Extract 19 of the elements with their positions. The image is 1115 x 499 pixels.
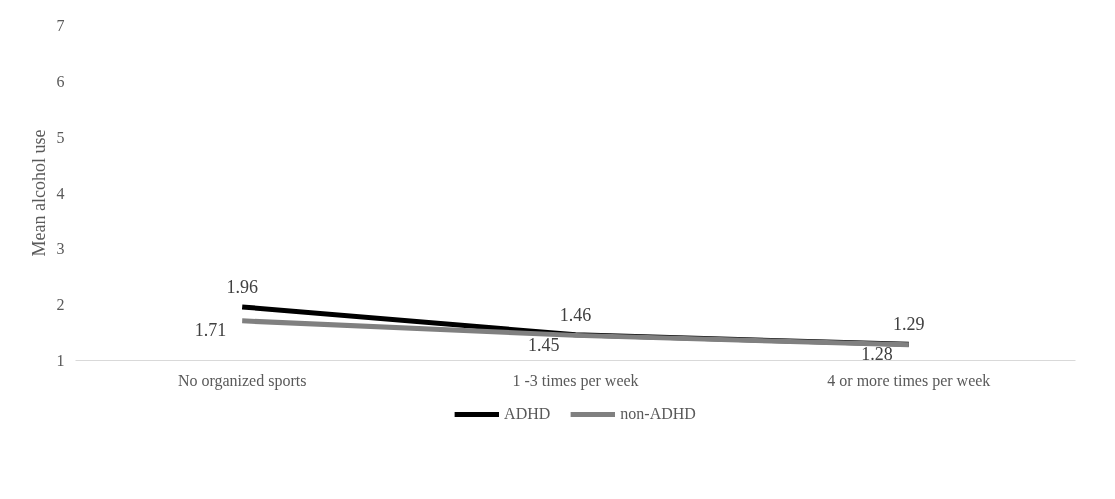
y-tick-label: 3 xyxy=(56,240,65,258)
y-tick-label: 2 xyxy=(56,296,65,314)
legend-label: non-ADHD xyxy=(620,404,696,423)
x-tick-label: 4 or more times per week xyxy=(827,371,991,390)
data-label: 1.71 xyxy=(194,320,227,341)
y-tick-label: 7 xyxy=(56,17,65,34)
y-tick-label: 6 xyxy=(56,72,65,90)
y-tick-label: 4 xyxy=(56,184,65,202)
y-tick-label: 1 xyxy=(56,352,65,369)
data-label: 1.45 xyxy=(528,334,560,355)
y-axis-title: Mean alcohol use xyxy=(28,129,49,257)
x-tick-label: No organized sports xyxy=(177,371,307,390)
legend-label: ADHD xyxy=(504,404,551,423)
data-label: 1.46 xyxy=(559,304,592,325)
y-tick-label: 5 xyxy=(56,128,65,146)
x-tick-label: 1 -3 times per week xyxy=(512,371,639,390)
data-label: 1.96 xyxy=(226,276,258,297)
data-label: 1.28 xyxy=(861,344,893,365)
data-label: 1.29 xyxy=(893,314,925,335)
